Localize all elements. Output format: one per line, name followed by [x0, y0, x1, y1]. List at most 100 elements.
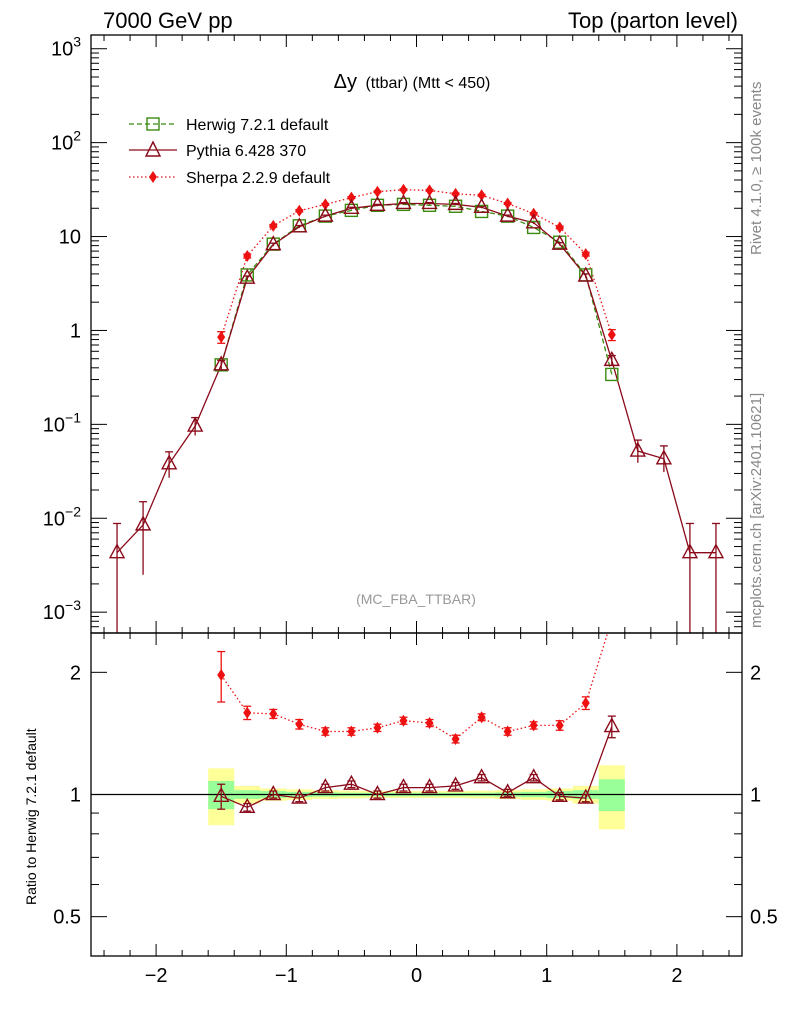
- pythia-marker-10: [369, 195, 386, 212]
- ratio-y-tick-label-0: 0.5: [53, 907, 81, 929]
- pythia-marker-4: [213, 355, 230, 371]
- ratio-sherpa-marker-1: [243, 706, 252, 719]
- sherpa-marker-5: [347, 191, 356, 204]
- legend-sherpa-label: Sherpa 2.2.9 default: [186, 170, 331, 187]
- main-y-tick-base-2: 10: [43, 414, 65, 436]
- main-y-tick-exp-6: 3: [73, 34, 81, 50]
- pythia-marker-22: [681, 543, 699, 559]
- legend-entry-herwig: Herwig 7.2.1 default: [129, 117, 329, 134]
- ratio-sherpa-marker-12: [529, 719, 538, 732]
- sherpa-marker-1: [243, 250, 252, 263]
- x-tick-label-2: 0: [411, 965, 422, 987]
- main-y-tick-label-3: 1: [70, 320, 81, 342]
- ratio-pythia-marker-6: [369, 785, 386, 801]
- legend: Herwig 7.2.1 default Pythia 6.428 370 Sh…: [129, 117, 331, 187]
- pythia-marker-8: [317, 206, 334, 222]
- pythia-marker-3: [186, 416, 204, 432]
- ratio-pythia-marker-9: [447, 776, 464, 792]
- sherpa-marker-7: [399, 183, 408, 196]
- pythia-marker-21: [655, 449, 673, 465]
- ratio-sherpa-marker-3: [295, 718, 304, 731]
- pythia-marker-16: [525, 213, 542, 229]
- legend-pythia-marker: [144, 140, 162, 157]
- plot-title-main: Δy: [334, 71, 357, 93]
- pythia-marker-1: [134, 515, 152, 531]
- legend-pythia-label: Pythia 6.428 370: [186, 143, 306, 160]
- legend-sherpa-marker: [149, 171, 157, 183]
- ratio-pythia-line: [220, 726, 613, 809]
- sherpa-marker-3: [295, 204, 304, 217]
- herwig-marker-6: [370, 198, 385, 213]
- main-y-tick-exp-2: −1: [65, 409, 81, 425]
- herwig-line: [220, 203, 613, 375]
- herwig-marker-11: [500, 209, 515, 223]
- ratio-y-tick-label-right-1: 1: [750, 785, 761, 807]
- main-y-tick-base-5: 10: [51, 133, 73, 155]
- main-y-tick-label-5: 102: [51, 128, 81, 155]
- pythia-marker-17: [551, 234, 568, 250]
- herwig-marker-8: [422, 198, 437, 213]
- ratio-pythia-marker-2: [265, 785, 282, 801]
- ratio-pythia-marker-11: [499, 783, 516, 799]
- main-y-tick-label-2: 10−1: [43, 409, 81, 436]
- ratio-sherpa-marker-11: [503, 725, 512, 738]
- main-y-tick-base-4: 10: [59, 227, 81, 249]
- ratio-sherpa-marker-6: [373, 721, 382, 734]
- sherpa-marker-11: [503, 197, 512, 210]
- ratio-y-tick-label-1: 1: [70, 785, 81, 807]
- ratio-pythia-marker-3: [291, 788, 308, 804]
- pythia-marker-5: [239, 268, 256, 284]
- ratio-pythia-marker-10: [473, 768, 490, 784]
- ratio-sherpa-marker-9: [451, 733, 460, 746]
- herwig-marker-9: [448, 199, 463, 213]
- pythia-marker-6: [265, 235, 282, 251]
- main-y-tick-base-3: 1: [70, 320, 81, 342]
- pythia-marker-0: [108, 543, 126, 559]
- ratio-sherpa-marker-4: [321, 725, 330, 738]
- herwig-marker-13: [553, 235, 567, 249]
- main-y-tick-exp-0: −3: [65, 597, 81, 613]
- ratio-pythia-marker-0: [213, 786, 230, 802]
- pythia-marker-19: [603, 350, 620, 367]
- pythia-marker-14: [473, 197, 490, 213]
- ratio-y-tick-label-right-2: 2: [750, 662, 761, 684]
- sherpa-marker-13: [555, 221, 564, 234]
- ratio-uncertainty-bands: [208, 765, 625, 830]
- plot-title: Δy (ttbar) (Mtt < 450): [334, 71, 491, 93]
- sherpa-marker-15: [607, 328, 616, 341]
- pythia-marker-15: [499, 206, 516, 222]
- x-tick-label-4: 2: [671, 965, 682, 987]
- ratio-pythia-marker-13: [551, 786, 568, 802]
- analysis-watermark: (MC_FBA_TTBAR): [356, 591, 476, 607]
- sherpa-marker-4: [321, 198, 330, 211]
- main-y-tick-label-0: 10−3: [43, 597, 81, 624]
- herwig-marker-0: [214, 358, 228, 372]
- ratio-pythia-marker-4: [317, 778, 334, 794]
- ratio-axis-label: Ratio to Herwig 7.2.1 default: [23, 728, 39, 905]
- ratio-sherpa-marker-14: [581, 697, 590, 710]
- sherpa-marker-9: [451, 187, 460, 200]
- ratio-sherpa-marker-2: [269, 707, 278, 720]
- x-tick-label-0: −2: [145, 965, 168, 987]
- ratio-sherpa-marker-0: [217, 668, 226, 681]
- herwig-marker-5: [344, 203, 359, 218]
- legend-entry-sherpa: Sherpa 2.2.9 default: [129, 170, 331, 187]
- ratio-band-inner-15: [598, 779, 625, 812]
- herwig-marker-15: [605, 367, 619, 382]
- sherpa-marker-10: [477, 189, 486, 202]
- ratio-pythia-marker-14: [577, 788, 594, 804]
- main-y-tick-label-6: 103: [51, 34, 81, 61]
- x-tick-label-1: −1: [275, 965, 298, 987]
- pythia-marker-2: [160, 454, 178, 470]
- ratio-pythia-marker-5: [343, 774, 360, 790]
- pythia-marker-9: [343, 198, 360, 214]
- ratio-pythia-marker-7: [395, 778, 412, 794]
- ratio-sherpa-marker-8: [425, 717, 434, 730]
- main-y-tick-base-0: 10: [43, 602, 65, 624]
- ratio-pythia-marker-12: [525, 768, 542, 784]
- sherpa-line: [220, 189, 613, 338]
- ratio-pythia-marker-8: [421, 778, 438, 794]
- sherpa-marker-0: [217, 331, 226, 344]
